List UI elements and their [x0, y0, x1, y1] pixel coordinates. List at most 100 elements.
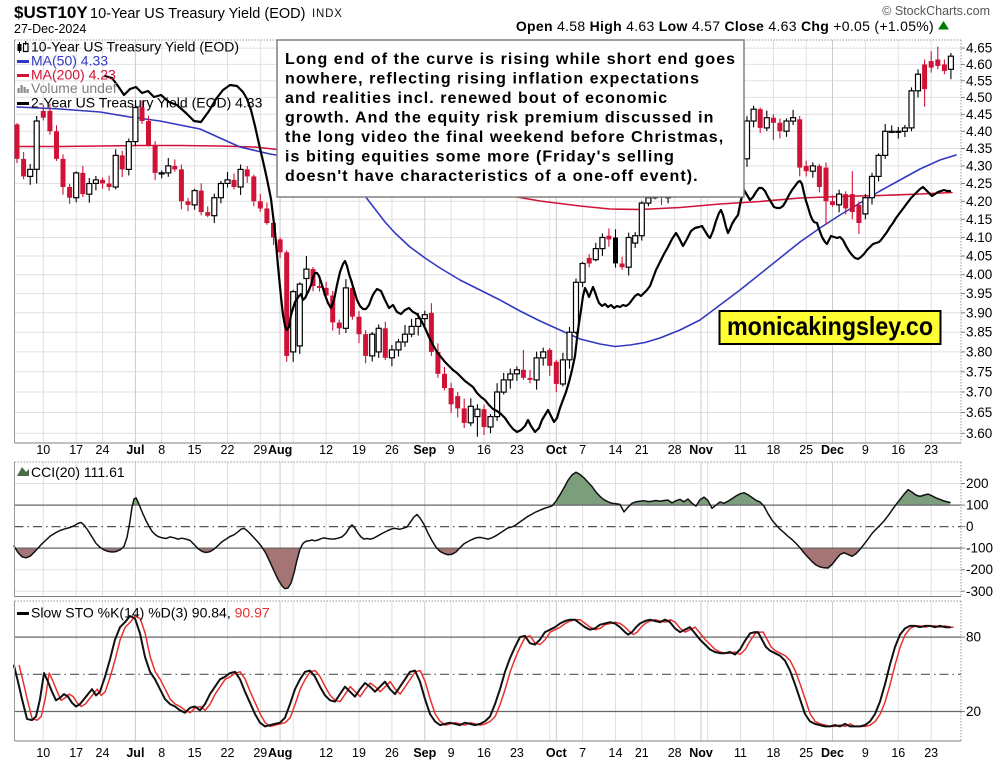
svg-text:23: 23 [510, 443, 524, 457]
svg-text:Sep: Sep [413, 443, 436, 457]
svg-text:4.15: 4.15 [966, 212, 992, 227]
svg-text:4.00: 4.00 [966, 267, 992, 282]
svg-text:9: 9 [448, 746, 455, 760]
svg-text:4.10: 4.10 [966, 230, 992, 245]
svg-text:4.20: 4.20 [966, 194, 992, 209]
svg-text:26: 26 [385, 746, 399, 760]
svg-text:24: 24 [96, 443, 110, 457]
svg-text:3.90: 3.90 [966, 305, 992, 320]
svg-text:INDX: INDX [312, 8, 343, 20]
svg-text:-100: -100 [966, 541, 993, 556]
svg-text:16: 16 [477, 443, 491, 457]
svg-text:and realities incl. renewed bo: and realities incl. renewed bout of econ… [285, 90, 668, 107]
svg-text:-200: -200 [966, 562, 993, 577]
svg-text:7: 7 [579, 443, 586, 457]
svg-text:Dec: Dec [821, 443, 844, 457]
svg-text:Slow STO %K(14) %D(3) 90.84, 9: Slow STO %K(14) %D(3) 90.84, 90.97 [31, 605, 270, 621]
svg-text:11: 11 [734, 443, 747, 457]
svg-text:23: 23 [924, 443, 938, 457]
svg-text:Long end of the curve is risin: Long end of the curve is rising while sh… [285, 51, 736, 68]
svg-text:10: 10 [36, 746, 50, 760]
svg-text:© StockCharts.com: © StockCharts.com [882, 4, 990, 18]
svg-text:28: 28 [668, 746, 682, 760]
svg-text:-300: -300 [966, 584, 993, 599]
svg-text:growth. And the equity risk pr: growth. And the equity risk premium disc… [285, 110, 714, 127]
svg-text:10-Year US Treasury Yield (EOD: 10-Year US Treasury Yield (EOD) [31, 39, 239, 55]
svg-text:22: 22 [221, 746, 235, 760]
svg-text:16: 16 [891, 443, 905, 457]
svg-text:10-Year US Treasury Yield (EOD: 10-Year US Treasury Yield (EOD) [90, 6, 305, 22]
svg-text:Jul: Jul [126, 746, 144, 760]
svg-text:4.65: 4.65 [966, 41, 992, 56]
svg-text:21: 21 [635, 443, 649, 457]
svg-text:CCI(20) 111.61: CCI(20) 111.61 [31, 464, 125, 480]
svg-text:Aug: Aug [268, 746, 292, 760]
svg-text:Aug: Aug [268, 443, 292, 457]
svg-text:MA(50) 4.33: MA(50) 4.33 [31, 53, 108, 69]
svg-text:100: 100 [966, 498, 989, 513]
svg-text:Volume undef: Volume undef [31, 80, 117, 96]
svg-text:26: 26 [385, 443, 399, 457]
svg-text:4.30: 4.30 [966, 158, 992, 173]
svg-text:28: 28 [668, 443, 682, 457]
svg-text:22: 22 [221, 443, 235, 457]
svg-text:23: 23 [510, 746, 524, 760]
svg-text:17: 17 [69, 443, 83, 457]
svg-text:3.80: 3.80 [966, 344, 992, 359]
svg-text:doesn't have characteristics o: doesn't have characteristics of a one-of… [285, 168, 699, 185]
svg-text:200: 200 [966, 476, 989, 491]
svg-text:12: 12 [319, 746, 333, 760]
svg-text:3.65: 3.65 [966, 405, 992, 420]
svg-text:16: 16 [891, 746, 905, 760]
svg-text:16: 16 [477, 746, 491, 760]
svg-text:2-Year US Treasury Yield (EOD): 2-Year US Treasury Yield (EOD) 4.33 [31, 95, 263, 111]
svg-text:15: 15 [188, 443, 202, 457]
svg-text:11: 11 [734, 746, 747, 760]
svg-text:4.05: 4.05 [966, 249, 992, 264]
svg-text:Dec: Dec [821, 746, 844, 760]
svg-text:25: 25 [799, 443, 813, 457]
svg-text:18: 18 [766, 443, 780, 457]
svg-text:19: 19 [352, 746, 366, 760]
svg-text:10: 10 [36, 443, 50, 457]
svg-text:4.60: 4.60 [966, 57, 992, 72]
svg-text:19: 19 [352, 443, 366, 457]
svg-text:29: 29 [253, 443, 267, 457]
svg-text:4.55: 4.55 [966, 73, 992, 88]
svg-text:7: 7 [579, 746, 586, 760]
svg-text:14: 14 [609, 443, 623, 457]
svg-text:14: 14 [609, 746, 623, 760]
svg-text:20: 20 [966, 704, 981, 719]
svg-text:$UST10Y: $UST10Y [14, 3, 88, 22]
svg-text:4.35: 4.35 [966, 141, 992, 156]
svg-text:3.75: 3.75 [966, 364, 992, 379]
svg-text:4.40: 4.40 [966, 124, 992, 139]
svg-text:is biting equities some more (: is biting equities some more (Friday's s… [285, 149, 675, 166]
svg-text:Nov: Nov [689, 443, 713, 457]
svg-text:27-Dec-2024: 27-Dec-2024 [14, 22, 86, 36]
svg-text:4.45: 4.45 [966, 107, 992, 122]
svg-text:21: 21 [635, 746, 649, 760]
svg-text:23: 23 [924, 746, 938, 760]
svg-text:Sep: Sep [413, 746, 436, 760]
svg-text:4.50: 4.50 [966, 90, 992, 105]
svg-text:3.85: 3.85 [966, 325, 992, 340]
svg-text:24: 24 [96, 746, 110, 760]
svg-text:12: 12 [319, 443, 333, 457]
svg-text:nowhere, reflecting rising inf: nowhere, reflecting rising inflation exp… [285, 71, 700, 88]
svg-text:15: 15 [188, 746, 202, 760]
svg-text:8: 8 [158, 443, 165, 457]
svg-text:MA(200) 4.23: MA(200) 4.23 [31, 67, 116, 83]
svg-text:4.25: 4.25 [966, 176, 992, 191]
svg-text:3.95: 3.95 [966, 286, 992, 301]
svg-text:80: 80 [966, 630, 981, 645]
svg-text:25: 25 [799, 746, 813, 760]
svg-text:the long video the final weeke: the long video the final weekend before … [285, 129, 724, 146]
svg-text:Open 4.58 High 4.63 Low 4.57 C: Open 4.58 High 4.63 Low 4.57 Close 4.63 … [516, 18, 934, 34]
svg-text:Jul: Jul [126, 443, 144, 457]
svg-text:18: 18 [766, 746, 780, 760]
svg-text:Nov: Nov [689, 746, 713, 760]
svg-text:9: 9 [862, 443, 869, 457]
svg-text:monicakingsley.co: monicakingsley.co [727, 311, 933, 341]
svg-text:3.70: 3.70 [966, 385, 992, 400]
